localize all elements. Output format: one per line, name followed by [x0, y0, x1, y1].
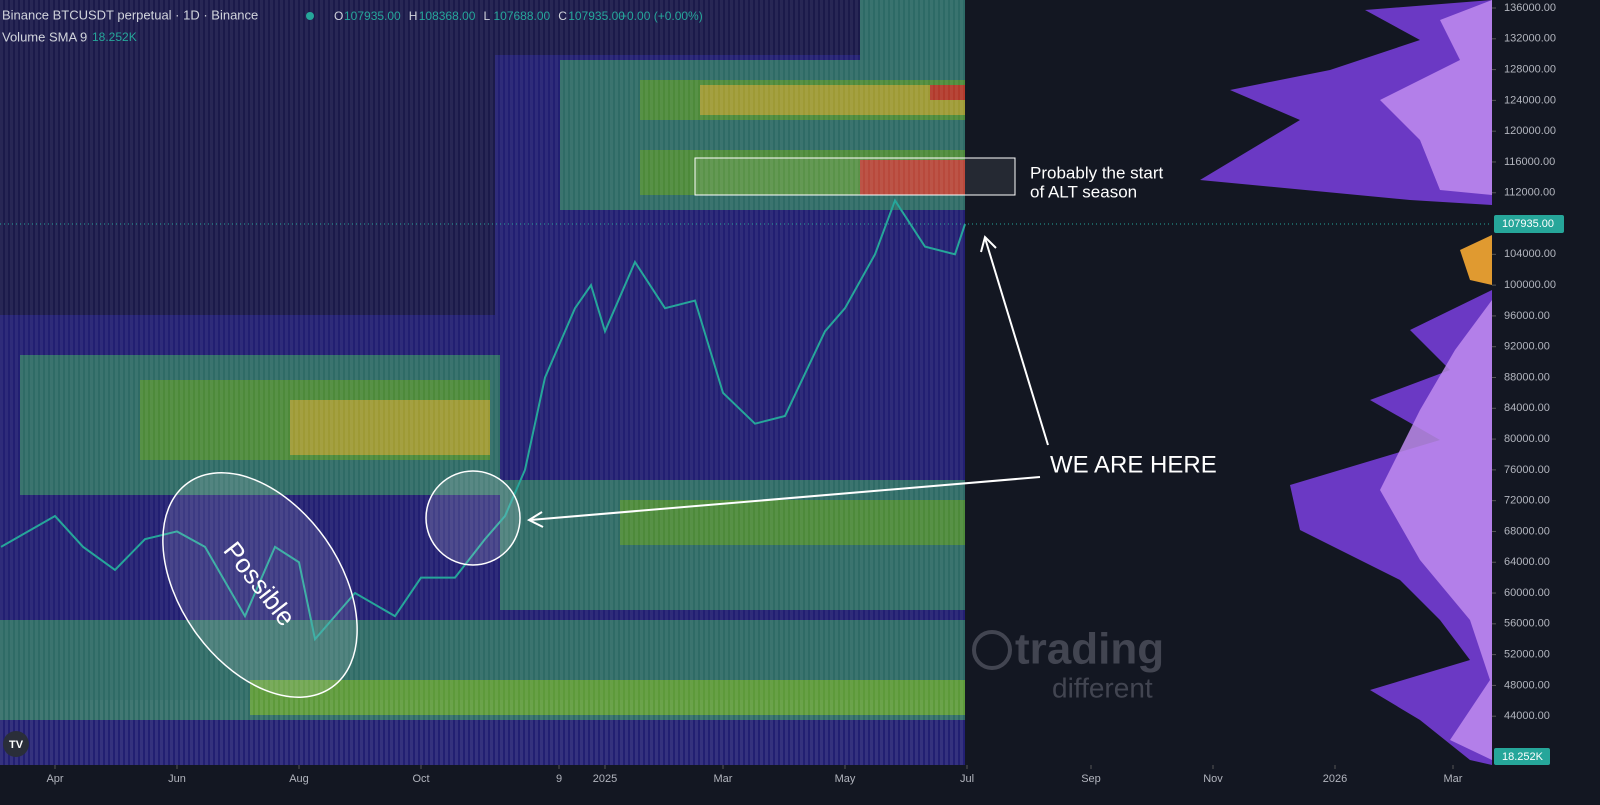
ohlc-value: 108368.00: [419, 9, 476, 23]
logo: TV: [3, 731, 29, 757]
price-line: [0, 198, 966, 642]
y-tick-label: 136000.00: [1504, 2, 1556, 14]
status-dot: [306, 12, 314, 20]
box: [694, 157, 1016, 196]
price-badge: [1494, 215, 1564, 234]
y-tick-label: 96000.00: [1504, 310, 1550, 322]
header: Binance BTCUSDT perpetual · 1D · Binance…: [2, 7, 703, 44]
heatmap: [0, 0, 965, 765]
here-label: WE ARE HERE: [1050, 451, 1217, 478]
x-tick-label: Jul: [960, 773, 974, 785]
y-tick-label: 64000.00: [1504, 556, 1550, 568]
y-tick-label: 44000.00: [1504, 710, 1550, 722]
x-tick-label: Oct: [412, 773, 429, 785]
ohlc-label: L: [483, 9, 490, 23]
ohlc-label: H: [409, 9, 418, 23]
annotations: Possible Probably the start of ALT seaso…: [162, 157, 1217, 698]
volume-profile: [1200, 0, 1492, 765]
x-tick-label: 9: [556, 773, 562, 785]
y-tick-label: 52000.00: [1504, 649, 1550, 661]
watermark: trading different: [972, 625, 1164, 703]
y-tick-label: 128000.00: [1504, 63, 1556, 75]
arrow: [526, 235, 1049, 528]
x-tick-label: Apr: [46, 773, 63, 785]
x-tick-label: Aug: [289, 773, 309, 785]
y-tick-label: 120000.00: [1504, 125, 1556, 137]
indicator-name: Volume SMA 9: [2, 29, 87, 44]
ohlc-label: O: [334, 9, 343, 23]
ohlc-value: 107688.00: [493, 9, 550, 23]
y-tick-label: 104000.00: [1504, 248, 1556, 260]
box-label: of ALT season: [1030, 182, 1137, 201]
y-tick-label: 56000.00: [1504, 618, 1550, 630]
y-tick-label: 48000.00: [1504, 679, 1550, 691]
x-tick-label: Mar: [1444, 773, 1463, 785]
watermark-text: trading: [1015, 625, 1164, 674]
x-tick-label: Jun: [168, 773, 186, 785]
y-tick-label: 76000.00: [1504, 464, 1550, 476]
x-tick-label: Sep: [1081, 773, 1101, 785]
y-tick-label: 124000.00: [1504, 94, 1556, 106]
x-tick-label: Mar: [714, 773, 733, 785]
axes: 136000.00 132000.00 128000.00 124000.00 1200…: [46, 2, 1564, 785]
y-tick-label: 100000.00: [1504, 279, 1556, 291]
volume-label: 18.252K: [1502, 751, 1544, 763]
change: +0.00 (+0.00%): [620, 9, 703, 23]
y-tick-label: 132000.00: [1504, 33, 1556, 45]
ellipse: [162, 472, 358, 698]
indicator-value: 18.252K: [92, 30, 137, 44]
y-tick-label: 88000.00: [1504, 371, 1550, 383]
y-tick-label: 92000.00: [1504, 341, 1550, 353]
watermark-text: different: [1052, 672, 1153, 703]
ohlc: O 107935.00 H 108368.00 L 107688.00 C 107935.00: [334, 9, 625, 23]
box-label: Probably the start: [1030, 163, 1164, 182]
price-axis: [1492, 0, 1600, 765]
ohlc-label: C: [558, 9, 567, 23]
volume-badge: [1494, 748, 1550, 765]
symbol: Binance BTCUSDT perpetual · 1D · Binance: [2, 7, 258, 22]
x-tick-label: May: [835, 773, 856, 785]
y-tick-label: 72000.00: [1504, 495, 1550, 507]
plot: [0, 198, 1492, 642]
x-tick-label: 2026: [1323, 773, 1347, 785]
x-tick-label: 2025: [593, 773, 617, 785]
y-tick-label: 80000.00: [1504, 433, 1550, 445]
y-tick-label: 112000.00: [1504, 187, 1555, 199]
volume-bars: [0, 700, 965, 765]
svg-text:TV: TV: [9, 739, 24, 751]
y-tick-label: 68000.00: [1504, 525, 1550, 537]
y-tick-label: 84000.00: [1504, 402, 1550, 414]
ohlc-value: 107935.00: [344, 9, 401, 23]
price-label: 107935.00: [1502, 218, 1554, 230]
x-tick-label: Nov: [1203, 773, 1223, 785]
y-tick-label: 60000.00: [1504, 587, 1550, 599]
circle: [425, 470, 521, 566]
y-tick-label: 116000.00: [1504, 156, 1555, 168]
ohlc-value: 107935.00: [568, 9, 625, 23]
